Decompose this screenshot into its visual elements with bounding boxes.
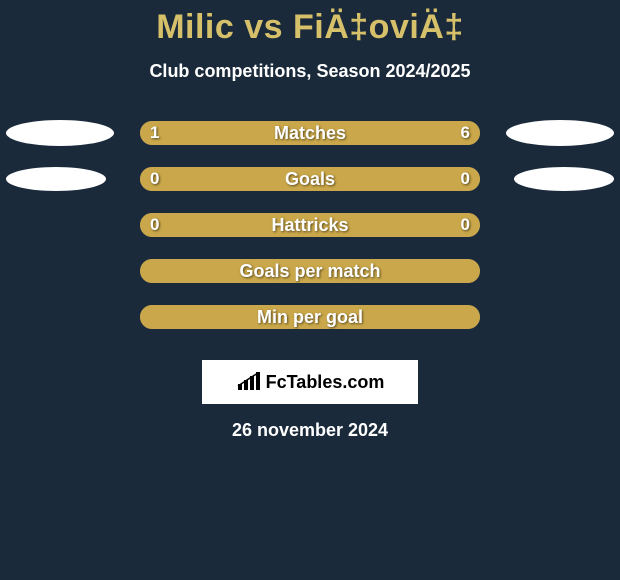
stat-bar: Min per goal bbox=[140, 305, 480, 329]
comparison-card: Milic vs FiÄ‡oviÄ‡ Club competitions, Se… bbox=[0, 0, 620, 580]
stat-row: 00Hattricks bbox=[0, 202, 620, 248]
player-badge-right bbox=[514, 167, 614, 191]
stat-bar-fill-left bbox=[140, 305, 310, 329]
brand-box: FcTables.com bbox=[202, 360, 418, 404]
stat-bar-fill-left bbox=[140, 121, 189, 145]
stat-bar-fill-right bbox=[310, 259, 480, 283]
stat-bar-fill-left bbox=[140, 213, 310, 237]
stat-rows: 16Matches 00Goals 00Hattricks Goals per mat… bbox=[0, 110, 620, 340]
date-text: 26 november 2024 bbox=[0, 420, 620, 441]
stat-bar: 00Hattricks bbox=[140, 213, 480, 237]
stat-bar-fill-left bbox=[140, 167, 310, 191]
stat-row: Goals per match bbox=[0, 248, 620, 294]
stat-bar: 00Goals bbox=[140, 167, 480, 191]
stat-row: Min per goal bbox=[0, 294, 620, 340]
player-badge-right bbox=[506, 120, 614, 146]
stat-bar: Goals per match bbox=[140, 259, 480, 283]
stat-bar-fill-right bbox=[310, 167, 480, 191]
stat-row: 00Goals bbox=[0, 156, 620, 202]
player-badge-left bbox=[6, 167, 106, 191]
stat-bar: 16Matches bbox=[140, 121, 480, 145]
subtitle: Club competitions, Season 2024/2025 bbox=[0, 61, 620, 82]
stat-bar-fill-left bbox=[140, 259, 310, 283]
page-title: Milic vs FiÄ‡oviÄ‡ bbox=[0, 0, 620, 47]
bar-chart-icon bbox=[236, 372, 262, 392]
stat-bar-fill-right bbox=[310, 213, 480, 237]
stat-bar-fill-right bbox=[189, 121, 480, 145]
player-badge-left bbox=[6, 120, 114, 146]
brand-text: FcTables.com bbox=[266, 372, 385, 393]
stat-row: 16Matches bbox=[0, 110, 620, 156]
stat-bar-fill-right bbox=[310, 305, 480, 329]
